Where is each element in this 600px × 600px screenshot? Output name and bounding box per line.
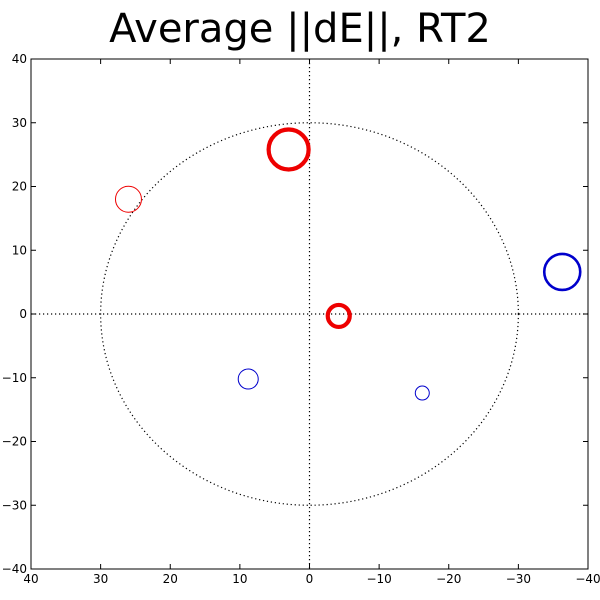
x-tick-label: −40 bbox=[575, 572, 600, 586]
reference-circle bbox=[100, 122, 519, 506]
x-tick-label: 30 bbox=[93, 572, 108, 586]
data-point bbox=[414, 385, 430, 401]
data-point bbox=[325, 302, 352, 330]
x-tick-label: −20 bbox=[436, 572, 461, 586]
chart-title: Average ||dE||, RT2 bbox=[109, 6, 491, 52]
y-tick-label: 40 bbox=[12, 52, 27, 66]
x-tick-label: 40 bbox=[23, 572, 38, 586]
data-point bbox=[542, 252, 582, 292]
reference-layer bbox=[31, 59, 588, 569]
x-tick-label: −10 bbox=[366, 572, 391, 586]
x-tick-label: 10 bbox=[232, 572, 247, 586]
y-tick-label: −10 bbox=[2, 371, 27, 385]
x-tick-label: 20 bbox=[163, 572, 178, 586]
y-tick-label: 10 bbox=[12, 243, 27, 257]
axes-layer: 40 30 20 10 0 −10 −20 −30 −40403020100−10−20−30−… bbox=[2, 52, 600, 586]
y-tick-label: 30 bbox=[12, 116, 27, 130]
y-tick-label: −20 bbox=[2, 435, 27, 449]
y-tick-label: 0 bbox=[19, 307, 27, 321]
marks-layer bbox=[114, 127, 582, 401]
y-tick-label: −30 bbox=[2, 498, 27, 512]
y-tick-label: 20 bbox=[12, 180, 27, 194]
data-point bbox=[237, 368, 259, 390]
x-tick-label: −30 bbox=[506, 572, 531, 586]
y-tick-label: −40 bbox=[2, 562, 27, 576]
x-tick-label: 0 bbox=[306, 572, 314, 586]
data-point bbox=[266, 127, 311, 172]
data-point bbox=[114, 185, 142, 213]
